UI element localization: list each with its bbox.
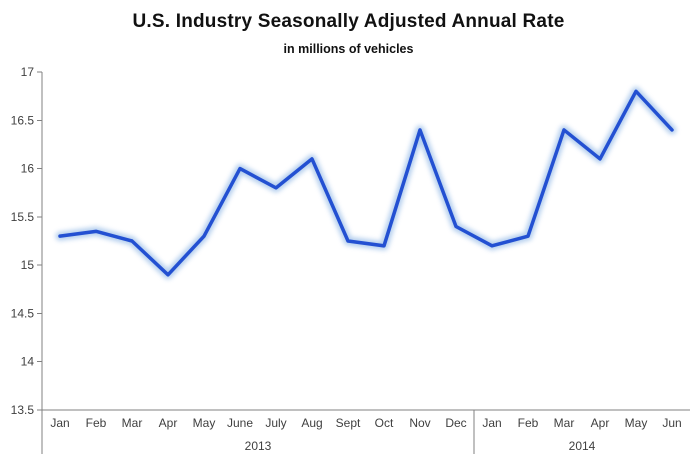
x-tick-label: May <box>193 416 216 430</box>
y-tick-label: 15 <box>21 258 35 272</box>
x-tick-label: Mar <box>554 416 575 430</box>
x-axis-year-labels: 2013 2014 <box>41 410 596 454</box>
x-tick-label: June <box>227 416 253 430</box>
x-tick-label: Apr <box>591 416 610 430</box>
y-tick-label: 14.5 <box>11 306 35 320</box>
y-tick-label: 16 <box>21 162 35 176</box>
x-tick-label: Feb <box>86 416 107 430</box>
chart-title: U.S. Industry Seasonally Adjusted Annual… <box>132 11 565 32</box>
y-tick-label: 15.5 <box>11 210 35 224</box>
y-tick-label: 13.5 <box>11 403 35 417</box>
x-tick-label: May <box>625 416 648 430</box>
y-tick-label: 16.5 <box>11 113 35 127</box>
x-tick-label: Aug <box>301 416 322 430</box>
chart-subtitle: in millions of vehicles <box>283 42 414 56</box>
x-tick-label: Jan <box>482 416 501 430</box>
x-tick-label: Jan <box>50 416 69 430</box>
x-tick-label: Feb <box>518 416 539 430</box>
x-tick-label: Mar <box>122 416 143 430</box>
x-tick-label: Jun <box>662 416 681 430</box>
x-tick-label: July <box>265 416 286 430</box>
year-label: 2014 <box>569 439 596 453</box>
series-line <box>58 89 674 277</box>
x-axis-month-labels: Jan Feb Mar Apr May June July Aug Sept Oct Nov Dec J… <box>50 416 681 430</box>
x-tick-label: Apr <box>159 416 178 430</box>
series-glow <box>55 86 677 280</box>
y-tick-label: 14 <box>21 355 35 369</box>
axes <box>41 72 690 411</box>
x-tick-label: Nov <box>409 416 430 430</box>
x-tick-label: Dec <box>445 416 466 430</box>
x-tick-label: Oct <box>375 416 394 430</box>
year-label: 2013 <box>245 439 272 453</box>
line-chart: 13.5 14 14.5 15 15.5 16 16.5 17 Jan Feb Mar Apr May J… <box>0 62 697 463</box>
x-tick-label: Sept <box>336 416 361 430</box>
y-axis-labels: 13.5 14 14.5 15 15.5 16 16.5 17 <box>11 65 42 417</box>
y-tick-label: 17 <box>21 65 35 79</box>
